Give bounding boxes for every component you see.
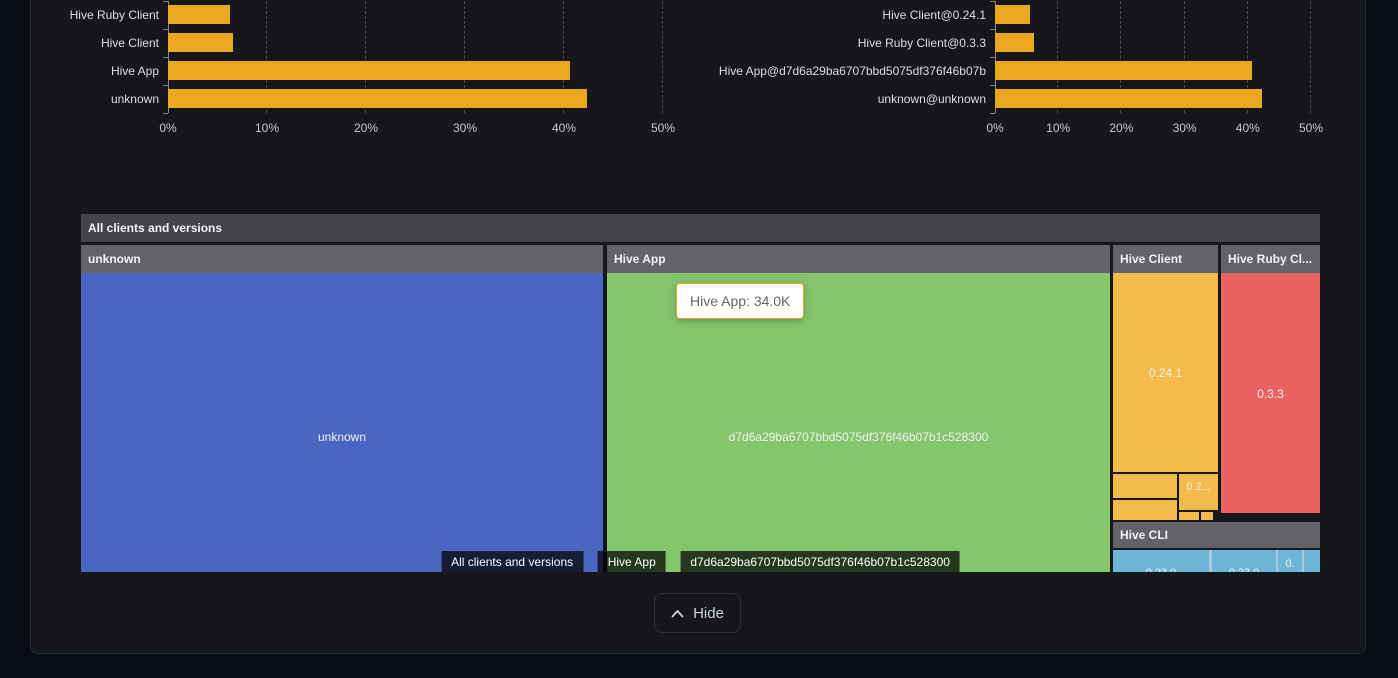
bar[interactable]: [168, 61, 570, 80]
y-axis-tick: [990, 85, 995, 86]
bar[interactable]: [995, 61, 1253, 80]
y-axis-tick: [990, 57, 995, 58]
breadcrumb-separator-icon: ❯: [584, 553, 597, 570]
x-axis-tick-label: 40%: [1235, 121, 1260, 135]
breadcrumb-item[interactable]: d7d6a29ba6707bbd5075df376f46b07b1c528300: [680, 551, 960, 572]
y-axis-line: [168, 1, 169, 113]
treemap-node-label: d7d6a29ba6707bbd5075df376f46b07b1c528300: [728, 430, 989, 444]
treemap-node[interactable]: [1113, 474, 1177, 498]
bar[interactable]: [995, 33, 1035, 52]
x-axis-tick-label: 50%: [650, 121, 676, 135]
gridline: [1057, 1, 1059, 113]
x-axis-tick-label: 40%: [551, 121, 577, 135]
treemap-section-header[interactable]: All clients and versions: [81, 214, 1320, 242]
treemap-node-label: 0.: [1285, 558, 1295, 570]
gridline: [1120, 1, 1122, 113]
x-axis-tick-label: 0%: [159, 121, 177, 135]
treemap-section-header[interactable]: unknown: [81, 245, 603, 273]
y-axis-tick: [163, 113, 168, 114]
treemap-section-header[interactable]: Hive Client: [1113, 245, 1218, 273]
hide-button[interactable]: Hide: [654, 593, 741, 633]
x-axis-tick-label: 10%: [254, 121, 280, 135]
treemap-node[interactable]: [1201, 512, 1213, 520]
x-axis-tick-label: 30%: [452, 121, 478, 135]
chevron-up-icon: [671, 609, 684, 617]
gridline: [266, 1, 267, 113]
treemap-node[interactable]: 0.24.1: [1113, 273, 1218, 472]
treemap-node-label: 0.3.3: [1257, 387, 1284, 401]
x-axis-tick-label: 20%: [353, 121, 379, 135]
treemap-node[interactable]: unknown: [81, 273, 603, 572]
treemap-node[interactable]: 0.23.0: [1113, 550, 1209, 572]
x-axis-tick-label: 30%: [1172, 121, 1197, 135]
treemap-section-header[interactable]: Hive CLI: [1113, 522, 1320, 548]
y-axis-tick: [163, 57, 168, 58]
category-label: Hive Client: [100, 36, 159, 50]
treemap-node-label: unknown: [317, 430, 367, 444]
category-label: Hive Ruby Client: [69, 8, 159, 22]
gridline: [1246, 1, 1248, 113]
category-label: Hive App@d7d6a29ba6707bbd5075df376f46b07…: [718, 64, 986, 78]
y-axis-line: [995, 1, 996, 113]
treemap-section-header[interactable]: Hive Ruby Cl...: [1221, 245, 1320, 273]
treemap-node[interactable]: 0.23.0: [1212, 550, 1276, 572]
breadcrumb-item[interactable]: Hive App: [597, 551, 666, 572]
breadcrumb-separator-icon: ❯: [666, 553, 680, 570]
treemap-tooltip: Hive App: 34.0K: [676, 283, 805, 319]
gridline: [662, 1, 663, 113]
treemap-node[interactable]: 0.2...: [1179, 474, 1218, 510]
treemap-node-label: 0.23.0: [1113, 565, 1209, 572]
treemap-node[interactable]: 0.3.3: [1221, 273, 1320, 513]
bar-chart-plot: 0% 10% 20% 30% 40% 50% Hive Client@0.24.1 Hive …: [719, 1, 1323, 135]
x-axis-tick-label: 10%: [1046, 121, 1071, 135]
category-label: Hive App: [110, 64, 159, 78]
gridline: [464, 1, 465, 113]
bar[interactable]: [995, 5, 1030, 24]
treemap-node-label: 0.23.0: [1212, 565, 1276, 572]
x-axis-tick-label: 0%: [986, 121, 1004, 135]
breadcrumb: All clients and versions ❯ Hive App ❯ d7d6a2…: [441, 551, 960, 572]
y-axis-tick: [990, 1, 995, 2]
bar[interactable]: [168, 5, 231, 24]
bar[interactable]: [168, 33, 234, 52]
treemap-node[interactable]: [1113, 500, 1177, 520]
y-axis-tick: [163, 85, 168, 86]
y-axis-tick: [990, 113, 995, 114]
clients-versions-treemap: All clients and versions unknown Hive App H…: [81, 214, 1320, 572]
x-axis-tick-label: 50%: [1298, 121, 1324, 135]
breadcrumb-item[interactable]: All clients and versions: [441, 551, 584, 572]
treemap-node-label: 0.2...: [1186, 481, 1211, 493]
gridline: [1183, 1, 1185, 113]
treemap-node[interactable]: [1304, 550, 1320, 572]
y-axis-tick: [990, 29, 995, 30]
treemap-node[interactable]: d7d6a29ba6707bbd5075df376f46b07b1c528300: [607, 273, 1110, 572]
category-label: unknown@unknown: [877, 92, 986, 106]
treemap-section-header[interactable]: Hive App: [607, 245, 1110, 273]
category-label: Hive Client@0.24.1: [882, 8, 986, 22]
y-axis-tick: [163, 29, 168, 30]
treemap-node[interactable]: 0.: [1278, 550, 1302, 572]
treemap-node[interactable]: [1179, 512, 1199, 520]
bar[interactable]: [995, 89, 1262, 108]
treemap-node-label: 0.24.1: [1148, 366, 1183, 380]
category-label: unknown: [110, 92, 159, 106]
gridline: [365, 1, 366, 113]
bar[interactable]: [168, 89, 587, 108]
category-label: Hive Ruby Client@0.3.3: [857, 36, 986, 50]
y-axis-tick: [163, 1, 168, 2]
bar-chart-plot: 0% 10% 20% 30% 40% 50% Hive Ruby Client Hive Cl…: [70, 1, 675, 135]
x-axis-tick-label: 20%: [1109, 121, 1134, 135]
gridline: [563, 1, 564, 113]
hide-button-label: Hide: [693, 604, 724, 622]
gridline: [1310, 1, 1311, 113]
